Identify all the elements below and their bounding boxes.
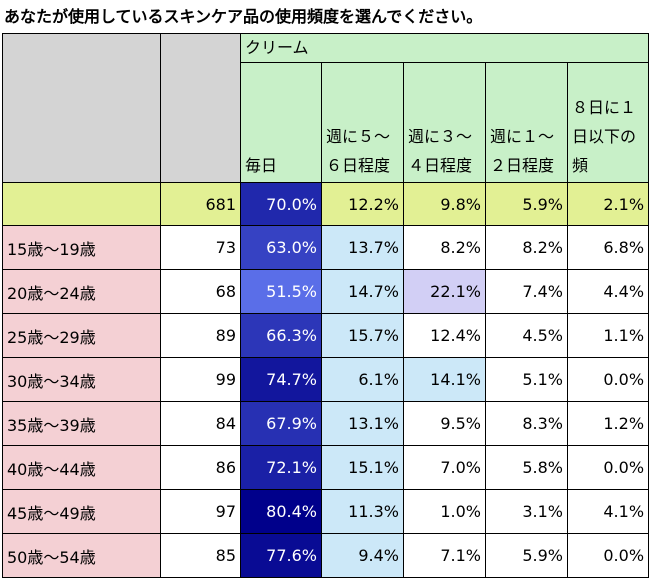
page-title: あなたが使用しているスキンケア品の使用頻度を選んでください。	[4, 7, 483, 26]
value-cell: 9.5%	[403, 401, 486, 446]
value-cell: 5.8%	[485, 445, 568, 490]
corner-cell	[2, 33, 161, 183]
value-cell: 13.7%	[321, 225, 404, 270]
respondent-count: 86	[160, 445, 241, 490]
respondent-count: 99	[160, 357, 241, 402]
header-row-columns: 毎日 週に５～６日程度 週に３～４日程度 週に１～２日程度 ８日に１日以下の頻	[3, 62, 650, 183]
value-cell: 63.0%	[240, 225, 322, 270]
total-value: 12.2%	[321, 182, 404, 226]
value-cell: 7.0%	[403, 445, 486, 490]
age-label: 40歳～44歳	[2, 445, 161, 490]
value-cell: 8.2%	[485, 225, 568, 270]
value-cell: 1.2%	[566, 401, 650, 446]
value-cell: 74.7%	[240, 357, 322, 402]
respondent-count: 84	[160, 401, 241, 446]
table-row: 30歳～34歳 99 74.7% 6.1% 14.1% 5.1% 0.0%	[2, 357, 650, 402]
respondent-count: 97	[160, 489, 241, 534]
age-label: 25歳～29歳	[2, 313, 161, 358]
n-header-cell	[160, 33, 241, 183]
value-cell: 15.1%	[321, 445, 404, 490]
value-cell: 66.3%	[240, 313, 322, 358]
value-cell: 72.1%	[240, 445, 322, 490]
value-cell: 4.1%	[566, 489, 650, 534]
column-header: 毎日	[240, 62, 322, 183]
header-row-group: クリーム	[2, 33, 650, 183]
value-cell: 6.1%	[321, 357, 404, 402]
value-cell: 13.1%	[321, 401, 404, 446]
column-header: 週に３～４日程度	[403, 62, 486, 183]
column-header: 週に５～６日程度	[321, 62, 404, 183]
respondent-count: 73	[160, 225, 241, 270]
value-cell: 14.1%	[403, 357, 486, 402]
value-cell: 15.7%	[321, 313, 404, 358]
age-label: 15歳～19歳	[2, 225, 161, 270]
frequency-table: クリーム 毎日 週に５～６日程度 週に３～４日程度 週に１～２日程度 ８日に１日…	[2, 33, 650, 578]
column-header: ８日に１日以下の頻	[566, 62, 650, 183]
value-cell: 8.2%	[403, 225, 486, 270]
value-cell: 0.0%	[566, 445, 650, 490]
value-cell: 12.4%	[403, 313, 486, 358]
value-cell: 11.3%	[321, 489, 404, 534]
value-cell: 51.5%	[240, 269, 322, 314]
table-row: 20歳～24歳 68 51.5% 14.7% 22.1% 7.4% 4.4%	[2, 269, 650, 314]
value-cell: 3.1%	[485, 489, 568, 534]
value-cell: 4.4%	[566, 269, 650, 314]
value-cell: 14.7%	[321, 269, 404, 314]
table-row: 40歳～44歳 86 72.1% 15.1% 7.0% 5.8% 0.0%	[2, 445, 650, 490]
value-cell: 6.8%	[566, 225, 650, 270]
value-cell: 1.1%	[566, 313, 650, 358]
value-cell: 8.3%	[485, 401, 568, 446]
table-row: 35歳～39歳 84 67.9% 13.1% 9.5% 8.3% 1.2%	[2, 401, 650, 446]
value-cell: 7.4%	[485, 269, 568, 314]
value-cell: 67.9%	[240, 401, 322, 446]
column-header: 週に１～２日程度	[485, 62, 568, 183]
total-n: 681	[160, 182, 241, 226]
age-label: 30歳～34歳	[2, 357, 161, 402]
respondent-count: 89	[160, 313, 241, 358]
value-cell: 1.0%	[403, 489, 486, 534]
value-cell: 0.0%	[566, 357, 650, 402]
total-value: 2.1%	[566, 182, 650, 226]
table-row: 25歳～29歳 89 66.3% 15.7% 12.4% 4.5% 1.1%	[2, 313, 650, 358]
age-label: 35歳～39歳	[2, 401, 161, 446]
age-label: 20歳～24歳	[2, 269, 161, 314]
group-header: クリーム	[239, 33, 650, 63]
total-value: 70.0%	[240, 182, 322, 226]
value-cell: 5.1%	[485, 357, 568, 402]
respondent-count: 68	[160, 269, 241, 314]
table-row: 45歳～49歳 97 80.4% 11.3% 1.0% 3.1% 4.1%	[2, 489, 650, 534]
value-cell: 4.5%	[485, 313, 568, 358]
total-value: 5.9%	[485, 182, 568, 226]
value-cell: 22.1%	[403, 269, 486, 314]
total-value: 9.8%	[403, 182, 486, 226]
total-row: 681 70.0% 12.2% 9.8% 5.9% 2.1%	[2, 182, 650, 226]
value-cell: 80.4%	[240, 489, 322, 534]
table-row: 15歳～19歳 73 63.0% 13.7% 8.2% 8.2% 6.8%	[2, 225, 650, 270]
age-label: 45歳～49歳	[2, 489, 161, 534]
total-label	[2, 182, 161, 226]
